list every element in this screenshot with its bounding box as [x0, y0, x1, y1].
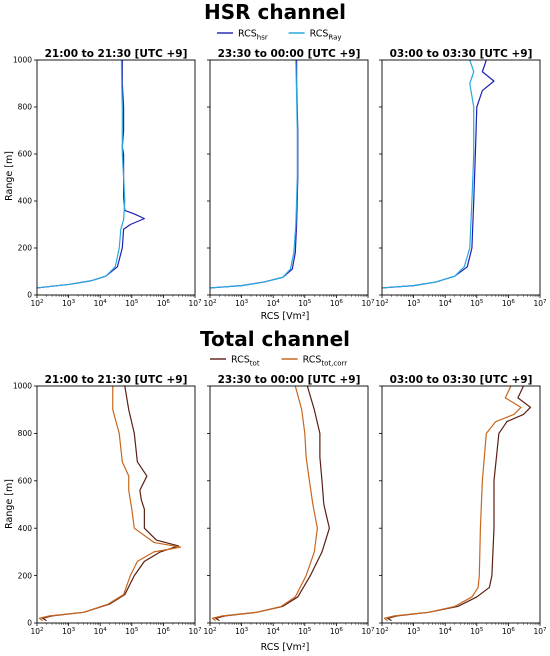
series-line — [386, 386, 532, 622]
y-tick-label: 600 — [18, 477, 33, 486]
plot-frame — [36, 385, 196, 624]
x-tick-label: 107 — [361, 299, 375, 308]
legend-hsr: RCShsr RCSRay — [217, 29, 342, 42]
series-line — [211, 386, 318, 622]
chart-panel: 23:30 to 00:00 [UTC +9] 102 103 104 105 106 10… — [203, 48, 375, 308]
y-axis-label-total: Range [m] — [4, 479, 15, 529]
plot-frame — [209, 385, 369, 624]
x-tick-label: 107 — [361, 627, 375, 636]
legend-label: RCSRay — [310, 29, 342, 42]
x-tick-label: 105 — [125, 627, 139, 636]
y-axis-label-hsr: Range [m] — [4, 151, 15, 201]
x-tick-label: 107 — [533, 299, 547, 308]
panel-title: 21:00 to 21:30 [UTC +9] — [45, 48, 188, 60]
series-line — [210, 60, 298, 289]
x-tick-label: 102 — [30, 299, 43, 308]
x-tick-label: 106 — [502, 299, 516, 308]
panel-title: 23:30 to 00:00 [UTC +9] — [218, 374, 361, 386]
x-tick-label: 104 — [439, 627, 453, 636]
series-line — [382, 60, 495, 289]
series-line — [383, 386, 522, 622]
chart-panel: 21:00 to 21:30 [UTC +9] 102 103 104 105 106 10… — [13, 48, 202, 308]
x-tick-label: 104 — [94, 299, 108, 308]
legend-label: RCShsr — [238, 29, 268, 42]
x-axis-label-hsr: RCS [Vm²] — [261, 311, 310, 322]
x-tick-label: 105 — [470, 299, 484, 308]
chart-panel: 21:00 to 21:30 [UTC +9] 102 103 104 105 106 10… — [13, 374, 202, 636]
x-tick-label: 102 — [30, 627, 43, 636]
x-tick-label: 104 — [439, 299, 453, 308]
panel-title: 03:00 to 03:30 [UTC +9] — [390, 48, 533, 60]
series-line — [382, 60, 475, 289]
chart-panel: 23:30 to 00:00 [UTC +9] 102 103 104 105 106 10… — [203, 374, 375, 636]
section-title-total: Total channel — [200, 327, 350, 351]
series-line — [37, 60, 126, 289]
x-tick-label: 106 — [330, 299, 344, 308]
y-tick-label: 1000 — [13, 382, 32, 391]
x-tick-label: 106 — [502, 627, 516, 636]
x-tick-label: 106 — [330, 627, 344, 636]
x-tick-label: 102 — [203, 299, 216, 308]
y-tick-label: 800 — [18, 429, 33, 438]
x-tick-label: 103 — [407, 627, 421, 636]
x-tick-label: 103 — [235, 627, 249, 636]
plot-frame — [209, 59, 369, 296]
y-tick-label: 0 — [27, 619, 32, 628]
y-tick-label: 200 — [18, 571, 33, 580]
x-tick-label: 105 — [125, 299, 139, 308]
x-tick-label: 103 — [235, 299, 249, 308]
section-title-hsr: HSR channel — [204, 0, 346, 24]
panel-title: 03:00 to 03:30 [UTC +9] — [390, 374, 533, 386]
panel-title: 21:00 to 21:30 [UTC +9] — [45, 374, 188, 386]
x-tick-label: 103 — [62, 299, 76, 308]
x-tick-label: 107 — [533, 627, 547, 636]
legend-label: RCStot,corr — [303, 355, 348, 368]
y-tick-label: 200 — [18, 244, 33, 253]
series-line — [210, 60, 299, 289]
x-tick-label: 107 — [188, 627, 202, 636]
y-tick-label: 400 — [18, 197, 33, 206]
plot-frame — [381, 59, 541, 296]
legend-total: RCStot RCStot,corr — [210, 355, 347, 368]
chart-panel: 03:00 to 03:30 [UTC +9] 102 103 104 105 106 10… — [375, 374, 547, 636]
x-tick-label: 104 — [94, 627, 108, 636]
y-tick-label: 0 — [27, 291, 32, 300]
chart-panel: 03:00 to 03:30 [UTC +9] 102 103 104 105 106 10… — [375, 48, 547, 308]
x-tick-label: 102 — [375, 299, 388, 308]
series-line — [37, 60, 145, 289]
x-tick-label: 106 — [157, 299, 171, 308]
x-tick-label: 103 — [407, 299, 421, 308]
x-tick-label: 103 — [62, 627, 76, 636]
plot-frame — [381, 385, 541, 624]
x-tick-label: 102 — [203, 627, 216, 636]
plot-frame — [36, 59, 196, 296]
x-axis-label-total: RCS [Vm²] — [261, 642, 310, 653]
x-tick-label: 104 — [267, 299, 281, 308]
panel-title: 23:30 to 00:00 [UTC +9] — [218, 48, 361, 60]
chart-panels: 21:00 to 21:30 [UTC +9] 102 103 104 105 106 10… — [13, 48, 547, 636]
x-tick-label: 105 — [470, 627, 484, 636]
series-line — [41, 386, 180, 622]
y-tick-label: 600 — [18, 150, 33, 159]
x-tick-label: 102 — [375, 627, 388, 636]
y-tick-label: 400 — [18, 524, 33, 533]
x-tick-label: 104 — [267, 627, 281, 636]
x-tick-label: 105 — [298, 627, 312, 636]
series-line — [38, 386, 182, 622]
y-tick-label: 800 — [18, 103, 33, 112]
legend-label: RCStot — [231, 355, 260, 368]
x-tick-label: 106 — [157, 627, 171, 636]
x-tick-label: 107 — [188, 299, 202, 308]
x-tick-label: 105 — [298, 299, 312, 308]
y-tick-label: 1000 — [13, 56, 32, 65]
